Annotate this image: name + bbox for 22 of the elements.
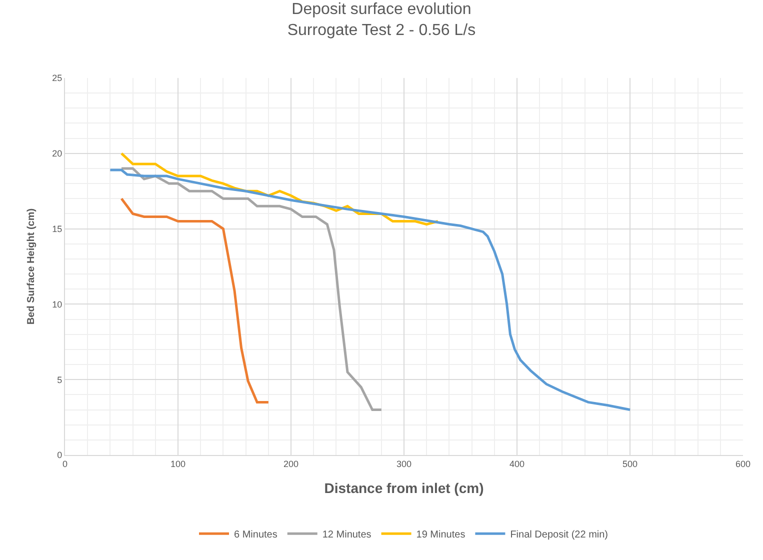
y-tick-label: 15 [52, 224, 62, 234]
y-tick-label: 5 [57, 374, 62, 385]
x-tick-label: 200 [283, 458, 299, 469]
y-tick-label: 0 [57, 450, 62, 460]
x-axis-title: Distance from inlet (cm) [324, 480, 484, 496]
x-tick-label: 600 [735, 458, 751, 469]
y-tick-label: 20 [52, 148, 62, 159]
y-axis-title: Bed Surface Height (cm) [26, 208, 38, 325]
y-tick-label: 25 [52, 73, 62, 84]
x-tick-label: 300 [396, 458, 412, 469]
line-series [108, 168, 632, 412]
x-tick-label: 500 [622, 458, 638, 469]
legend-label: Final Deposit (22 min) [510, 529, 608, 540]
line-series [120, 167, 383, 412]
legend-label: 6 Minutes [234, 529, 278, 540]
x-tick-label: 100 [170, 458, 186, 469]
y-tick-label: 10 [52, 299, 62, 310]
chart-title: Deposit surface evolution Surrogate Test 2 - 0.56 L/s [287, 1, 476, 39]
line-series [120, 197, 270, 404]
legend-label: 19 Minutes [416, 529, 466, 540]
x-tick-label: 400 [509, 458, 525, 469]
legend-label: 12 Minutes [322, 529, 372, 540]
